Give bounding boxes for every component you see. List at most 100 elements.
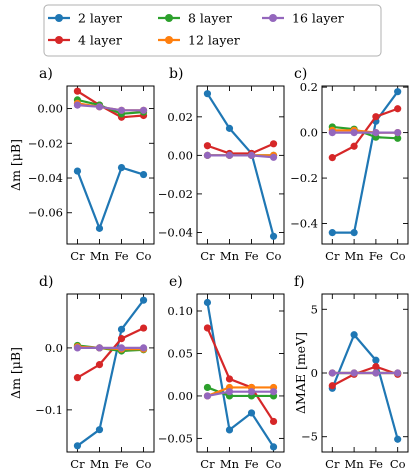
ytick-label: −0.04 [28, 171, 63, 185]
axes-frame [196, 293, 285, 453]
panels: a) 0.00 −0.02 −0.04 −0.06 Cr Mn Fe Co Δm [μB] b) 0.… [8, 66, 409, 471]
panel-label: e) [169, 274, 183, 290]
panel-d: d) 0.0 −0.1 Cr Mn Fe Co Δm [μB] [8, 274, 155, 471]
data-point [269, 417, 278, 426]
xtick-label: Fe [244, 457, 258, 471]
legend-marker [55, 36, 63, 44]
xtick-label: Cr [200, 249, 215, 263]
axes-frame [321, 293, 409, 453]
series-16-layer [328, 369, 402, 377]
data-point [247, 151, 256, 159]
data-point [203, 392, 212, 400]
panel-label: d) [39, 274, 53, 290]
data-point [328, 382, 336, 390]
series-2-layer [203, 298, 278, 451]
data-point [203, 383, 212, 392]
legend-entry: 2 layer [48, 11, 122, 26]
data-point [203, 151, 212, 159]
ytick-label: −0.02 [158, 187, 193, 201]
data-point [394, 435, 402, 443]
series-16-layer [73, 344, 148, 352]
legend-marker [165, 36, 173, 44]
series-line [76, 327, 145, 379]
xtick-label: Cr [325, 249, 340, 263]
series-2-layer [73, 164, 148, 232]
ytick-label: 0.2 [300, 80, 318, 94]
data-point [203, 142, 212, 150]
legend-entry: 4 layer [48, 33, 122, 48]
data-point [203, 90, 212, 98]
data-point [328, 129, 336, 137]
data-point [269, 140, 278, 148]
xtick-label: Co [266, 249, 282, 263]
ytick-label: 0.00 [167, 389, 193, 403]
series-line [206, 93, 275, 237]
series-line [331, 365, 399, 387]
data-point [350, 142, 358, 150]
data-point [139, 344, 148, 352]
data-point [225, 375, 234, 383]
xtick-label: Cr [70, 457, 85, 471]
legend-entry: 12 layer [158, 33, 240, 48]
xtick-label: Co [136, 249, 152, 263]
data-point [73, 87, 82, 95]
legend-marker [165, 14, 173, 22]
ytick-label: −0.05 [158, 431, 193, 445]
legend-label: 4 layer [78, 33, 122, 48]
data-point [139, 106, 148, 114]
panel-label: b) [169, 66, 183, 82]
data-point [372, 113, 380, 121]
series-2-layer [73, 296, 148, 450]
data-point [225, 426, 234, 434]
xtick-label: Fe [369, 457, 383, 471]
xtick-label: Co [266, 457, 282, 471]
data-point [350, 229, 358, 237]
data-point [203, 298, 212, 307]
series-line [76, 90, 144, 119]
legend-marker [55, 14, 63, 22]
series-line [76, 299, 145, 447]
data-point [372, 129, 380, 137]
ytick-label: 0 [311, 366, 318, 380]
data-point [95, 361, 104, 369]
series-16-layer [203, 388, 278, 400]
series-line [207, 390, 274, 398]
ytick-label: 0.05 [167, 346, 193, 360]
ytick-label: −0.06 [28, 206, 63, 220]
data-point [269, 232, 278, 240]
series-line [207, 386, 274, 397]
ytick-label: −0.4 [290, 217, 318, 231]
data-point [139, 324, 148, 332]
xtick-label: Mn [90, 249, 110, 263]
panel-e: e) 0.10 0.05 0.00 −0.05 Cr Mn Fe Co [158, 274, 285, 471]
panel-f: f) 5 0 −5 Cr Mn Fe Co ΔMAE [meV] [293, 274, 409, 471]
data-point [95, 103, 104, 111]
data-point [95, 344, 104, 352]
data-point [117, 344, 126, 352]
xtick-label: Fe [244, 249, 258, 263]
xtick-label: Co [390, 249, 406, 263]
data-point [350, 369, 358, 377]
series-line [331, 333, 399, 440]
panel-a: a) 0.00 −0.02 −0.04 −0.06 Cr Mn Fe Co Δm [μB] [8, 66, 155, 263]
data-point [203, 324, 212, 332]
data-point [394, 134, 402, 142]
series-2-layer [203, 90, 278, 240]
axes-frame [196, 85, 285, 245]
data-point [269, 443, 278, 451]
xtick-label: Fe [114, 249, 128, 263]
legend-label: 2 layer [78, 11, 122, 26]
series-8-layer [73, 96, 148, 118]
xtick-label: Mn [90, 457, 110, 471]
data-point [73, 374, 82, 382]
ylabel: Δm [μB] [8, 347, 23, 399]
panel-label: a) [39, 66, 53, 82]
data-point [394, 129, 402, 137]
data-point [117, 164, 126, 172]
data-point [394, 369, 402, 377]
data-point [139, 170, 148, 179]
ylabel: Δm [μB] [8, 139, 23, 191]
legend-label: 16 layer [292, 11, 344, 26]
series-16-layer [203, 151, 278, 161]
